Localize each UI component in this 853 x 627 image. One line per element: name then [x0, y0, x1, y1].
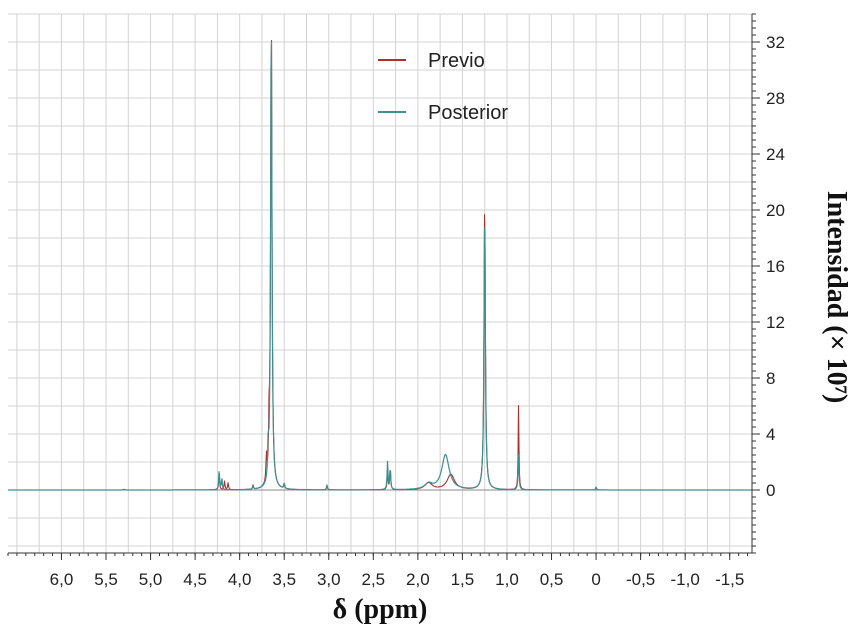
x-tick-label: 4,5 [183, 570, 207, 589]
y-tick-label: 16 [766, 257, 785, 276]
y-tick-label: 20 [766, 201, 785, 220]
legend-label-previo: Previo [428, 50, 485, 72]
y-tick-label: 8 [766, 369, 775, 388]
y-tick-label: 0 [766, 481, 775, 500]
series-line-posterior [7, 41, 753, 491]
x-tick-label: -1,5 [715, 570, 744, 589]
x-tick-label: 2,5 [361, 570, 385, 589]
y-tick-label: 32 [766, 33, 785, 52]
x-tick-label: -0,5 [626, 570, 655, 589]
x-tick-label: 4,0 [228, 570, 252, 589]
x-tick-label: 2,0 [406, 570, 430, 589]
x-tick-label: 3,5 [272, 570, 296, 589]
x-tick-label: 1,0 [495, 570, 519, 589]
x-axis-label: δ (ppm) [333, 594, 428, 625]
y-axis-label: Intensidad (× 10⁷) [821, 191, 852, 404]
x-tick-label: 6,0 [50, 570, 74, 589]
x-tick-label: 0 [591, 570, 600, 589]
x-tick-label: 5,5 [94, 570, 118, 589]
x-tick-label: 1,5 [451, 570, 475, 589]
y-tick-label: 12 [766, 313, 785, 332]
series-layer [7, 40, 753, 491]
x-ticks: 6,0 5,5 5,0 4,5 4,0 3,5 3,0 2,5 2,0 1,5 1,0 0,5 0 -0,… [7, 553, 749, 589]
x-tick-label: -1,0 [671, 570, 700, 589]
grid [8, 13, 753, 553]
y-tick-label: 28 [766, 89, 785, 108]
legend: Previo Posterior [378, 50, 508, 124]
x-tick-label: 0,5 [540, 570, 564, 589]
x-tick-label: 3,0 [317, 570, 341, 589]
x-tick-label: 5,0 [139, 570, 163, 589]
y-ticks: 0 4 8 12 16 20 24 28 32 [752, 13, 785, 554]
y-tick-label: 4 [766, 425, 775, 444]
y-tick-label: 24 [766, 145, 785, 164]
legend-label-posterior: Posterior [428, 102, 508, 124]
axes [8, 14, 753, 554]
